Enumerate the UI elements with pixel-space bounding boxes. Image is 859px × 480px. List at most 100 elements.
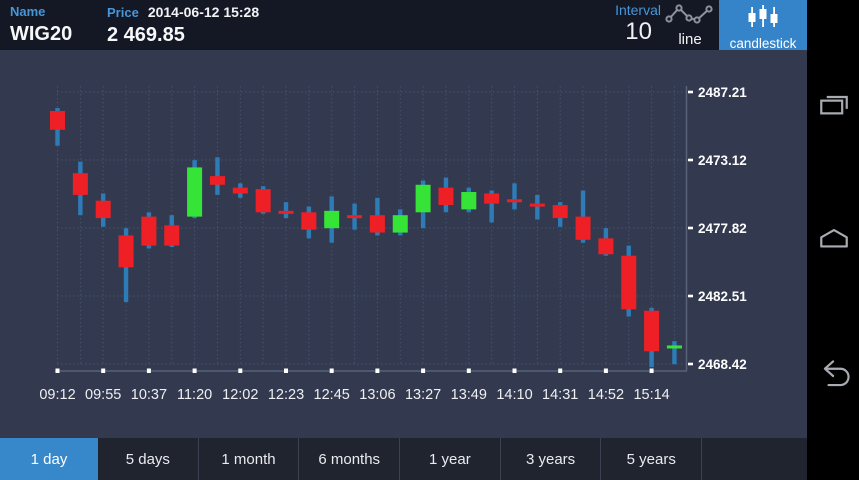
candle-body <box>644 310 660 352</box>
y-axis-labels: 2487.21 2473.12 2477.82 2482.51 2468.42 <box>688 85 747 372</box>
period-tab-bar: 1 day 5 days 1 month 6 months 1 year 3 years 5… <box>0 438 807 480</box>
candle-body <box>187 167 203 217</box>
x-axis-labels: 09:12 09:55 10:37 11:20 12:02 12:23 12:45 13:06… <box>39 368 670 403</box>
candle-wick <box>512 183 517 210</box>
price-block: Price 2014-06-12 15:28 2 469.85 <box>107 4 259 47</box>
svg-text:14:52: 14:52 <box>588 387 624 403</box>
back-icon <box>814 356 854 396</box>
candle-body <box>484 193 500 204</box>
candle-body <box>507 199 522 203</box>
android-nav-bar <box>807 0 859 480</box>
candlestick-icon <box>746 5 780 33</box>
svg-text:11:20: 11:20 <box>177 387 212 403</box>
candle-body <box>72 173 88 195</box>
line-chart-icon <box>665 4 715 29</box>
tab-1-day[interactable]: 1 day <box>0 438 98 480</box>
candle-wick <box>535 194 540 220</box>
candlestick-toggle-label: candlestick <box>729 36 797 51</box>
tab-label: 3 years <box>525 450 576 468</box>
candles-group <box>50 108 682 368</box>
candle-body <box>666 345 682 349</box>
svg-text:2477.82: 2477.82 <box>698 221 747 236</box>
svg-text:13:49: 13:49 <box>451 387 487 403</box>
svg-text:12:45: 12:45 <box>314 387 350 403</box>
line-chart-toggle[interactable]: line <box>663 3 717 49</box>
svg-text:14:31: 14:31 <box>542 387 578 403</box>
price-label: Price <box>107 5 139 20</box>
candle-body <box>461 192 477 210</box>
svg-text:2482.51: 2482.51 <box>698 289 747 304</box>
tab-label: 5 years <box>626 450 676 468</box>
candle-body <box>278 210 294 214</box>
price-value: 2 469.85 <box>107 24 185 46</box>
recent-apps-icon <box>814 87 854 127</box>
candle-body <box>575 216 591 240</box>
svg-text:13:06: 13:06 <box>359 387 395 403</box>
chart-area[interactable]: 2487.21 2473.12 2477.82 2482.51 2468.42 09:12… <box>0 50 807 438</box>
tab-1-year[interactable]: 1 year <box>400 438 501 480</box>
stock-app: Name WIG20 Price 2014-06-12 15:28 2 469.… <box>0 0 807 480</box>
svg-text:13:27: 13:27 <box>405 387 441 403</box>
interval-value: 10 <box>625 18 652 45</box>
candle-wick <box>489 190 494 223</box>
tab-6-months[interactable]: 6 months <box>299 438 401 480</box>
tab-label: 1 year <box>429 450 471 468</box>
svg-text:10:37: 10:37 <box>131 387 167 403</box>
axes <box>55 86 688 372</box>
instrument-name: WIG20 <box>10 23 73 45</box>
tab-label: 5 days <box>125 450 170 468</box>
candle-body <box>392 215 408 233</box>
candle-body <box>438 187 454 206</box>
tab-label: 1 month <box>221 450 276 468</box>
home-icon <box>814 221 854 261</box>
tab-3-years[interactable]: 3 years <box>501 438 602 480</box>
grid <box>57 86 686 365</box>
svg-text:15:14: 15:14 <box>633 387 669 403</box>
svg-text:12:23: 12:23 <box>268 387 304 403</box>
candlestick-chart[interactable]: 2487.21 2473.12 2477.82 2482.51 2468.42 09:12… <box>0 50 807 438</box>
candlestick-chart-toggle[interactable]: candlestick <box>719 0 807 51</box>
line-toggle-label: line <box>678 31 702 48</box>
candle-body <box>324 210 340 229</box>
top-bar: Name WIG20 Price 2014-06-12 15:28 2 469.… <box>0 0 807 51</box>
quote-datetime: 2014-06-12 15:28 <box>147 4 260 20</box>
interval-block[interactable]: Interval 10 <box>575 2 661 45</box>
candle-body <box>164 225 180 246</box>
svg-text:2468.42: 2468.42 <box>698 357 747 372</box>
tab-5-days[interactable]: 5 days <box>98 438 199 480</box>
home-button[interactable] <box>814 221 854 261</box>
tab-label: 6 months <box>318 450 381 468</box>
candle-wick <box>283 202 289 219</box>
candle-body <box>369 215 385 233</box>
svg-text:14:10: 14:10 <box>496 387 532 403</box>
candle-body <box>255 189 271 213</box>
candle-body <box>209 176 225 185</box>
candle-body <box>50 110 65 130</box>
svg-text:2473.12: 2473.12 <box>698 153 747 168</box>
candle-body <box>95 200 111 219</box>
name-label: Name <box>10 4 46 19</box>
back-button[interactable] <box>814 356 854 396</box>
candle-body <box>598 238 614 255</box>
candle-body <box>529 203 545 207</box>
svg-text:2487.21: 2487.21 <box>698 85 747 100</box>
instrument-name-block: Name WIG20 <box>10 4 72 46</box>
candle-body <box>141 216 157 246</box>
svg-text:09:55: 09:55 <box>85 387 121 403</box>
candle-body <box>118 235 134 268</box>
tab-label: 1 day <box>30 450 68 468</box>
tab-5-years[interactable]: 5 years <box>601 438 703 480</box>
candle-wick <box>672 341 677 365</box>
svg-text:12:02: 12:02 <box>222 387 258 403</box>
recent-apps-button[interactable] <box>814 87 854 127</box>
candle-body <box>552 205 568 219</box>
candle-body <box>415 184 431 213</box>
candle-body <box>301 212 317 230</box>
interval-label: Interval <box>615 2 661 18</box>
tab-1-month[interactable]: 1 month <box>199 438 300 480</box>
candle-body <box>621 255 637 310</box>
candle-body <box>232 187 248 194</box>
candle-body <box>347 215 363 219</box>
svg-text:09:12: 09:12 <box>39 387 75 403</box>
